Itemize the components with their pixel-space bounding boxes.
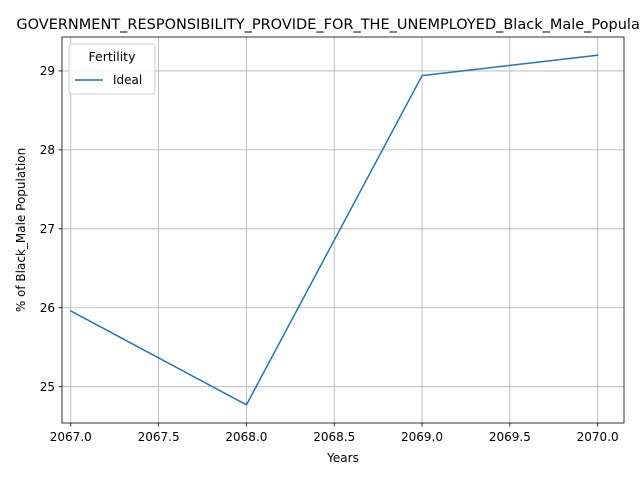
x-tick-label: 2068.5 [313, 430, 355, 444]
x-tick-label: 2067.5 [138, 430, 180, 444]
legend-box [68, 43, 156, 95]
x-tick-label: 2070.0 [577, 430, 619, 444]
y-axis-label: % of Black_Male Population [14, 148, 28, 312]
x-tick-label: 2068.0 [225, 430, 267, 444]
x-tick-label: 2069.0 [401, 430, 443, 444]
legend: Fertility Ideal [68, 43, 156, 95]
legend-title: Fertility [89, 49, 137, 64]
series-layer [69, 54, 599, 406]
x-tick-label: 2069.5 [489, 430, 531, 444]
plot-frame [61, 36, 625, 424]
x-axis-ticks: 2067.0 2067.5 2068.0 2068.5 2069.0 2069.5 2070… [50, 423, 619, 444]
x-axis-label: Years [326, 451, 359, 465]
chart-title: GOVERNMENT_RESPONSIBILITY_PROVIDE_FOR_TH… [16, 17, 640, 33]
y-tick-label: 25 [40, 380, 55, 394]
y-tick-label: 29 [40, 64, 55, 78]
grid-lines [62, 37, 624, 423]
y-axis-ticks: 25 26 27 28 29 [40, 64, 62, 394]
series-line-ideal [69, 54, 599, 406]
legend-label-ideal: Ideal [113, 73, 142, 87]
y-tick-label: 26 [40, 301, 55, 315]
y-tick-label: 27 [40, 222, 55, 236]
x-tick-label: 2067.0 [50, 430, 92, 444]
y-tick-label: 28 [40, 143, 55, 157]
